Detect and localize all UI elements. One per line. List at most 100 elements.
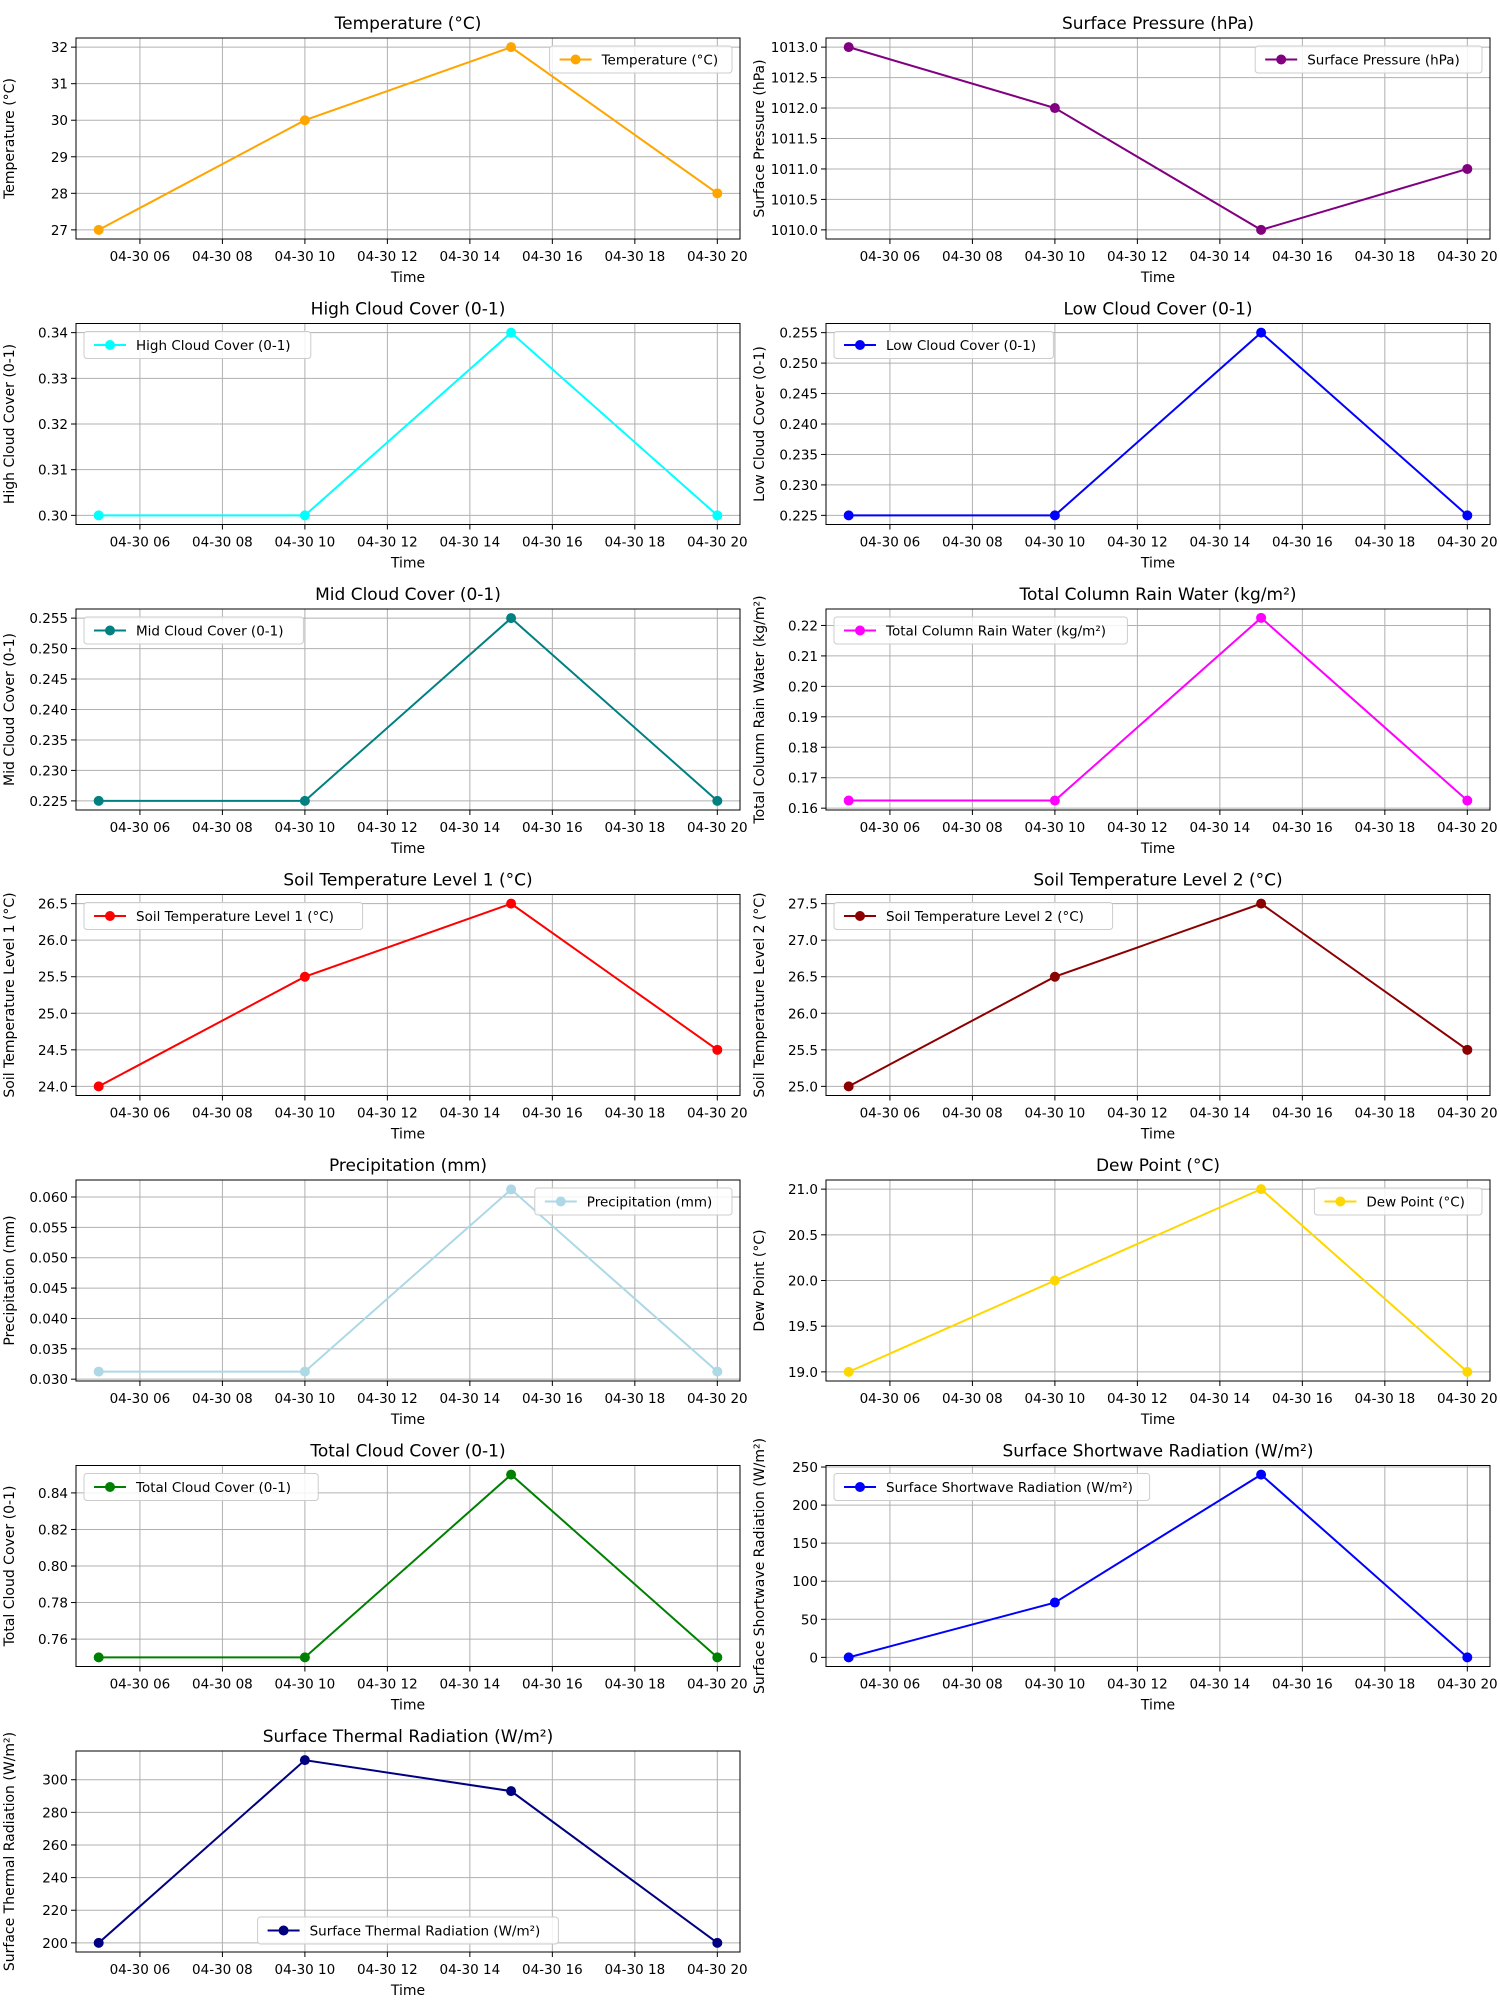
chart-12-legend-box	[833, 1473, 1151, 1501]
chart-3-title: High Cloud Cover (0-1)	[311, 300, 506, 320]
chart-4-point-2	[1049, 510, 1060, 521]
chart-7-ytick-label-3: 25.5	[38, 970, 68, 986]
chart-6-axes-frame	[825, 608, 1491, 811]
chart-8-xlabel: Time	[1140, 1127, 1175, 1143]
chart-3-point-2	[299, 510, 310, 521]
chart-9-legend: Precipitation (mm)	[534, 1187, 733, 1216]
chart-1-point-3	[506, 42, 517, 53]
chart-3-xtick-label-7: 04-30 20	[687, 535, 748, 551]
chart-11-xtick-label-6: 04-30 18	[604, 1677, 665, 1693]
chart-7-legend-label: Soil Temperature Level 1 (°C)	[136, 909, 334, 925]
chart-12-ylabel: Surface Shortwave Radiation (W/m²)	[752, 1438, 768, 1694]
chart-13-point-1	[93, 1937, 104, 1948]
chart-10-ylabel: Dew Point (°C)	[752, 1229, 768, 1331]
chart-11-legend: Total Cloud Cover (0-1)	[83, 1473, 319, 1501]
chart-2-point-3	[1256, 224, 1267, 235]
chart-6-ytick-label-5: 0.21	[788, 649, 818, 665]
chart-1-legend: Temperature (°C)	[549, 45, 733, 74]
chart-5-xtick-label-3: 04-30 12	[357, 820, 418, 836]
chart-9-series-line-precipitation-mm	[98, 1188, 718, 1373]
chart-10-xtick-label-5: 04-30 16	[1272, 1391, 1333, 1407]
chart-6-xtick-label-4: 04-30 14	[1190, 820, 1251, 836]
chart-13-legend-marker	[278, 1925, 289, 1936]
chart-4-xtick-label-6: 04-30 18	[1354, 535, 1415, 551]
chart-8-xtick-label-6: 04-30 18	[1354, 1106, 1415, 1122]
chart-1-point-4	[712, 188, 723, 199]
chart-3-series-line-high-cloud-cover-0-1	[98, 331, 718, 517]
chart-2-legend-box	[1254, 45, 1483, 74]
chart-9-title: Precipitation (mm)	[329, 1156, 487, 1176]
chart-11-legend-marker	[105, 1482, 115, 1492]
chart-5-point-4	[712, 795, 723, 806]
chart-1-xtick-label-7: 04-30 20	[687, 249, 748, 265]
chart-3-axes-frame	[75, 323, 741, 525]
chart-7: 04-30 06 04-30 08 04-30 10 04-30 12 04-30 14…	[2, 871, 748, 1143]
chart-1-point-2	[299, 115, 310, 126]
chart-5-xlabel: Time	[390, 841, 425, 857]
chart-1: 04-30 06 04-30 08 04-30 10 04-30 12 04-30 14…	[2, 14, 748, 286]
chart-4-point-3	[1256, 327, 1267, 338]
chart-9-xtick-label-4: 04-30 14	[440, 1391, 501, 1407]
chart-4-legend: Low Cloud Cover (0-1)	[833, 331, 1054, 359]
chart-11-point-3	[506, 1469, 517, 1480]
chart-13: 04-30 06 04-30 08 04-30 10 04-30 12 04-30 14…	[2, 1727, 748, 1999]
chart-7-xlabel: Time	[390, 1127, 425, 1143]
chart-11-title: Total Cloud Cover (0-1)	[309, 1442, 505, 1462]
chart-5-ytick-label-6: 0.255	[29, 611, 68, 627]
chart-5-xtick-label-5: 04-30 16	[522, 820, 583, 836]
chart-6-point-4	[1462, 795, 1473, 806]
chart-7-xtick-label-3: 04-30 12	[357, 1106, 418, 1122]
chart-5-xtick-label-6: 04-30 18	[604, 820, 665, 836]
chart-3-ytick-label-3: 0.33	[38, 371, 68, 387]
chart-12-point-2	[1049, 1597, 1060, 1608]
chart-4-xtick-label-0: 04-30 06	[860, 535, 921, 551]
chart-2-ytick-label-0: 1010.0	[771, 223, 818, 239]
chart-5-ytick-label-3: 0.240	[29, 703, 68, 719]
chart-3-legend-box	[83, 331, 312, 359]
chart-5-ytick-label-5: 0.250	[29, 642, 68, 658]
chart-7-ytick-label-5: 26.5	[38, 897, 68, 913]
chart-13-ytick-label-5: 300	[42, 1773, 68, 1789]
chart-1-legend-marker	[570, 54, 581, 65]
chart-6-ytick-label-6: 0.22	[788, 618, 818, 634]
chart-5-ytick-label-4: 0.245	[29, 672, 68, 688]
chart-7-legend-marker	[105, 911, 115, 921]
chart-12-title: Surface Shortwave Radiation (W/m²)	[1003, 1442, 1314, 1462]
chart-9-xtick-label-6: 04-30 18	[604, 1391, 665, 1407]
chart-13-ylabel: Surface Thermal Radiation (W/m²)	[2, 1732, 18, 1971]
chart-13-ytick-label-3: 260	[42, 1838, 68, 1854]
chart-8-ytick-label-3: 26.5	[788, 970, 818, 986]
chart-2-legend: Surface Pressure (hPa)	[1254, 45, 1483, 74]
chart-13-point-4	[712, 1937, 723, 1948]
chart-3-ytick-label-2: 0.32	[38, 417, 68, 433]
chart-5-title: Mid Cloud Cover (0-1)	[315, 585, 501, 605]
chart-3-xlabel: Time	[390, 556, 425, 572]
chart-5-ytick-label-1: 0.230	[29, 763, 68, 779]
chart-8-xtick-label-5: 04-30 16	[1272, 1106, 1333, 1122]
chart-2-ylabel: Surface Pressure (hPa)	[752, 59, 768, 217]
chart-9-xtick-label-0: 04-30 06	[110, 1391, 171, 1407]
chart-12-grid	[826, 1465, 1490, 1667]
chart-8-xtick-label-0: 04-30 06	[860, 1106, 921, 1122]
chart-8-ytick-label-4: 27.0	[788, 933, 818, 949]
chart-11-legend-label: Total Cloud Cover (0-1)	[135, 1480, 291, 1496]
chart-10-point-3	[1256, 1184, 1267, 1195]
chart-8-ylabel: Soil Temperature Level 2 (°C)	[752, 892, 768, 1097]
chart-10-xtick-label-2: 04-30 10	[1025, 1391, 1086, 1407]
chart-7-xtick-label-5: 04-30 16	[522, 1106, 583, 1122]
chart-10-legend-label: Dew Point (°C)	[1366, 1195, 1465, 1211]
chart-1-xtick-label-0: 04-30 06	[110, 249, 171, 265]
chart-6-ytick-label-4: 0.20	[788, 679, 818, 695]
chart-11-ytick-label-0: 0.76	[38, 1632, 68, 1648]
chart-9-axes-frame	[75, 1179, 741, 1382]
chart-9-xtick-label-2: 04-30 10	[275, 1391, 336, 1407]
chart-2-series-line-surface-pressure-hpa	[848, 46, 1468, 231]
chart-10-series-line-dew-point-c	[848, 1187, 1468, 1373]
chart-8-legend-box	[833, 902, 1114, 930]
chart-1-ytick-label-5: 32	[51, 40, 68, 56]
chart-11-ytick-label-4: 0.84	[38, 1486, 68, 1502]
chart-1-point-1	[93, 224, 104, 235]
chart-8-point-4	[1462, 1044, 1473, 1055]
chart-12-xtick-label-6: 04-30 18	[1354, 1677, 1415, 1693]
chart-8-ytick-label-2: 26.0	[788, 1006, 818, 1022]
